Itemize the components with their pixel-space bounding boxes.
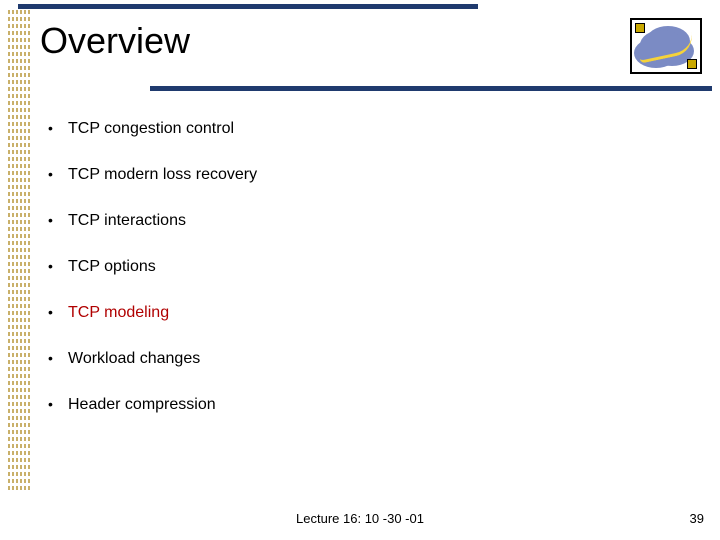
bullet-list: TCP congestion control TCP modern loss r… <box>48 120 257 442</box>
bullet-text: TCP modern loss recovery <box>68 166 257 183</box>
bullet-item: Workload changes <box>48 350 257 368</box>
bullet-text: TCP interactions <box>68 212 186 229</box>
bullet-item: Header compression <box>48 396 257 414</box>
top-rule <box>18 4 478 9</box>
left-stripe-decoration <box>8 10 30 490</box>
bullet-text: Header compression <box>68 396 216 413</box>
bullet-item: TCP congestion control <box>48 120 257 138</box>
bullet-text: TCP congestion control <box>68 120 234 137</box>
bullet-text: TCP options <box>68 258 156 275</box>
bullet-item: TCP interactions <box>48 212 257 230</box>
under-title-rule <box>150 86 712 91</box>
page-title: Overview <box>40 20 190 62</box>
footer-page-number: 39 <box>690 511 704 526</box>
bullet-text: Workload changes <box>68 350 200 367</box>
network-logo-icon <box>630 18 702 74</box>
bullet-item: TCP modern loss recovery <box>48 166 257 184</box>
footer-lecture-label: Lecture 16: 10 -30 -01 <box>0 511 720 526</box>
bullet-item: TCP options <box>48 258 257 276</box>
bullet-text: TCP modeling <box>68 304 169 321</box>
bullet-item-highlight: TCP modeling <box>48 304 257 322</box>
